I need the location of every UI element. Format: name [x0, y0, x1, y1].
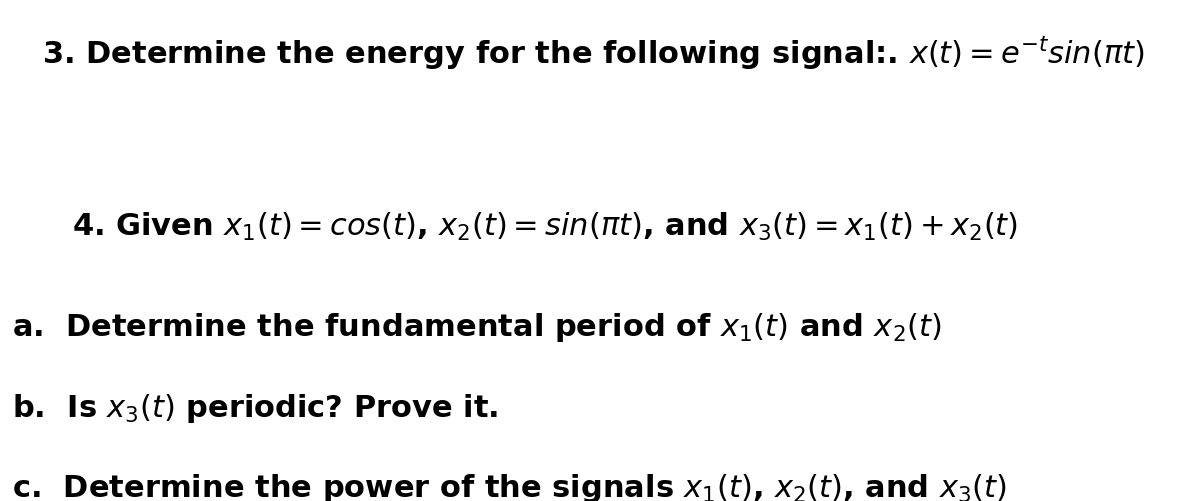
Text: b.  Is $x_3(t)$ periodic? Prove it.: b. Is $x_3(t)$ periodic? Prove it. [12, 391, 498, 424]
Text: a.  Determine the fundamental period of $x_1(t)$ and $x_2(t)$: a. Determine the fundamental period of $… [12, 311, 942, 344]
Text: 4. Given $x_1(t) = cos(t)$, $x_2(t) = sin(\pi t)$, and $x_3(t) = x_1(t) + x_2(t): 4. Given $x_1(t) = cos(t)$, $x_2(t) = si… [72, 210, 1019, 242]
Text: c.  Determine the power of the signals $x_1(t)$, $x_2(t)$, and $x_3(t)$: c. Determine the power of the signals $x… [12, 471, 1007, 501]
Text: 3. Determine the energy for the following signal:. $x(t) = e^{-t}sin(\pi t)$: 3. Determine the energy for the followin… [42, 35, 1144, 72]
